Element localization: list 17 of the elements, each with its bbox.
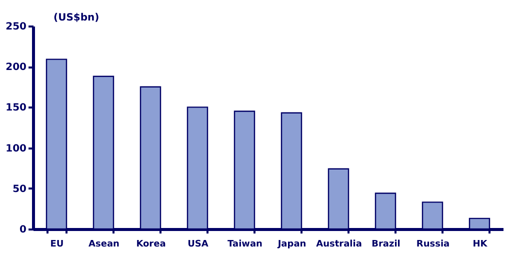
- x-tick-label: Taiwan: [228, 240, 262, 250]
- x-tick-label: EU: [50, 240, 64, 250]
- x-tick-label: Brazil: [372, 240, 400, 250]
- x-tick-label: Australia: [316, 240, 362, 250]
- y-tick-label: 200: [6, 62, 27, 74]
- y-tick-label: 50: [12, 184, 27, 195]
- x-tick-label: Russia: [416, 240, 450, 250]
- x-tick-label: USA: [188, 240, 208, 250]
- x-tick-label: Asean: [88, 240, 120, 250]
- y-tick-label: 100: [6, 143, 27, 154]
- y-tick-label: 150: [6, 102, 27, 114]
- y-tick-label: 0: [20, 224, 27, 236]
- y-axis-title: (US$bn): [54, 12, 100, 24]
- y-tick-label: 250: [6, 22, 27, 32]
- x-tick-label: Korea: [136, 240, 166, 250]
- x-tick-label: HK: [472, 240, 488, 250]
- x-tick-label: Japan: [276, 240, 306, 250]
